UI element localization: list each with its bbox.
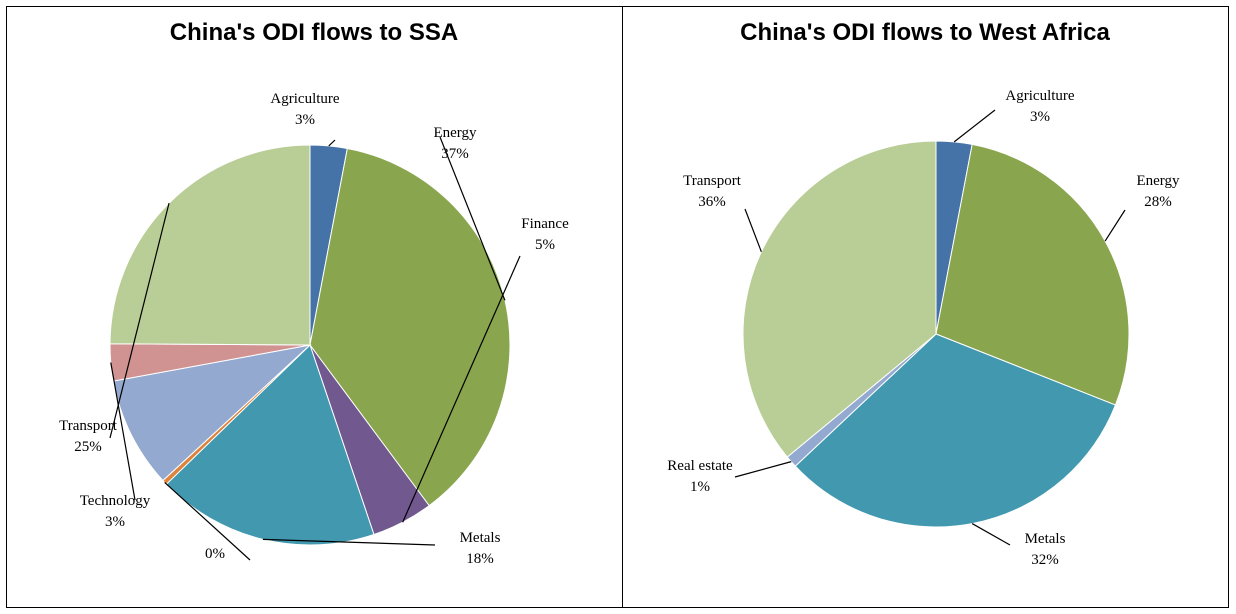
- slice-label: Transport: [683, 173, 742, 189]
- slice-label: Metals: [1025, 531, 1066, 547]
- leader-line: [744, 208, 762, 253]
- leader-line: [109, 202, 170, 439]
- leader-line: [734, 461, 792, 478]
- frame: [6, 6, 1229, 608]
- slice-label: Technology: [80, 493, 151, 509]
- leader-line: [262, 538, 436, 546]
- value-label: 3%: [295, 112, 315, 128]
- slice-label: Metals: [460, 530, 501, 546]
- slice-label: Real estate: [0, 0, 33, 4]
- value-label: 5%: [535, 237, 555, 253]
- leader-line: [164, 481, 251, 561]
- value-label: 0%: [205, 546, 225, 562]
- leader-line: [953, 109, 996, 143]
- value-label: 1%: [690, 479, 710, 495]
- leader-line: [1104, 209, 1126, 242]
- value-label: 3%: [105, 514, 125, 530]
- pie-slice: [742, 140, 937, 458]
- leader-line: [110, 362, 136, 501]
- value-label: 37%: [441, 146, 469, 162]
- value-label: 18%: [466, 551, 494, 567]
- value-label: 36%: [698, 194, 726, 210]
- chart-title: China's ODI flows to SSA: [170, 19, 458, 46]
- slice-label: Finance: [521, 216, 569, 232]
- leader-line: [971, 523, 1011, 546]
- slice-label: Energy: [433, 125, 477, 141]
- leader-line: [402, 255, 521, 523]
- slice-label: Agriculture: [1005, 88, 1074, 104]
- slice-label: Agriculture: [270, 91, 339, 107]
- value-label: 28%: [1144, 194, 1172, 210]
- value-label: 25%: [74, 439, 102, 455]
- value-label: 9%: [0, 0, 10, 4]
- leader-line: [439, 136, 506, 301]
- pie-slice: [109, 144, 311, 346]
- leader-line: [328, 139, 336, 147]
- slice-label: Real estate: [667, 458, 733, 474]
- slice-label: Transport: [59, 418, 118, 434]
- value-label: 3%: [1030, 109, 1050, 125]
- value-label: 32%: [1031, 552, 1059, 568]
- chart-title: China's ODI flows to West Africa: [740, 19, 1110, 46]
- pie-slice: [112, 344, 312, 482]
- slice-label: Energy: [1136, 173, 1180, 189]
